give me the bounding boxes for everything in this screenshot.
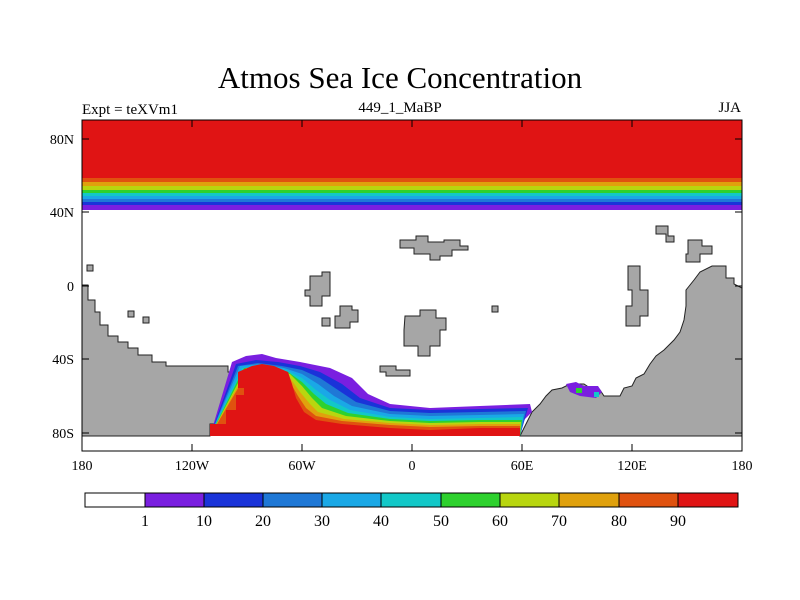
land-island-mid-3 — [403, 309, 447, 357]
ice-band-20 — [82, 199, 742, 202]
axis-ticks — [81, 120, 743, 451]
x-tick-label: 120E — [617, 459, 647, 474]
antarctic-ice-patch-east — [566, 382, 602, 398]
antarctic-ice-patch-east-cyan — [594, 392, 599, 397]
land-island-mid-4 — [321, 317, 331, 327]
land-island-mid-2 — [334, 305, 359, 329]
land-island-w3 — [142, 316, 150, 324]
colorbar-segment-10 — [203, 492, 264, 508]
ice-band-50 — [82, 190, 742, 193]
land-island-north-2 — [655, 225, 675, 243]
land-island-south-1 — [379, 365, 411, 377]
ice-band-80 — [82, 178, 742, 182]
colorbar-label: 20 — [255, 513, 271, 530]
x-tick-label: 180 — [72, 459, 93, 474]
colorbar-segment-80 — [618, 492, 679, 508]
y-tick-label: 0 — [67, 280, 74, 295]
colorbar-label: 80 — [611, 513, 627, 530]
y-tick-label: 80N — [50, 133, 74, 148]
colorbar-segment-1 — [144, 492, 205, 508]
colorbar-label: 60 — [492, 513, 508, 530]
antarctic-ice-band-90 — [210, 364, 520, 436]
land-island-w2 — [127, 310, 135, 318]
colorbar-label: 90 — [670, 513, 686, 530]
land-island-mid-1 — [304, 271, 331, 307]
period-label: 449_1_MaBP — [358, 100, 442, 116]
colorbar-segment-50 — [440, 492, 501, 508]
ice-band-10 — [82, 202, 742, 205]
x-tick-label: 60W — [288, 459, 316, 474]
ice-band-90 — [82, 120, 742, 178]
x-tick-label: 0 — [409, 459, 416, 474]
colorbar-label: 40 — [373, 513, 389, 530]
antarctic-ice-patch-east-green — [576, 388, 582, 393]
experiment-label: Expt = teXVm1 — [82, 102, 178, 118]
y-axis-labels: 80N 40N 0 40S 80S — [50, 133, 74, 442]
colorbar-segment-0 — [84, 492, 146, 508]
colorbar-segment-60 — [499, 492, 560, 508]
ice-band-70 — [82, 182, 742, 186]
ice-band-60 — [82, 186, 742, 190]
colorbar-label: 10 — [196, 513, 212, 530]
land-island-north-3 — [685, 239, 713, 263]
y-tick-label: 80S — [52, 427, 74, 442]
colorbar: 1 10 20 30 40 50 60 70 80 90 — [84, 492, 739, 530]
colorbar-segment-90 — [677, 492, 739, 508]
colorbar-label: 1 — [141, 513, 149, 530]
colorbar-label: 30 — [314, 513, 330, 530]
y-tick-label: 40N — [50, 206, 74, 221]
colorbar-segment-40 — [380, 492, 442, 508]
colorbar-segment-30 — [321, 492, 382, 508]
colorbar-segment-70 — [558, 492, 620, 508]
land-island-north-1 — [399, 235, 469, 261]
ice-band-40 — [82, 193, 742, 196]
season-label: JJA — [718, 100, 741, 116]
ice-band-1 — [82, 205, 742, 210]
colorbar-segment-20 — [262, 492, 323, 508]
arctic-ice-bands — [82, 120, 742, 210]
x-tick-label: 60E — [511, 459, 534, 474]
land-island-e1 — [491, 305, 499, 313]
land-island-e2 — [625, 265, 649, 327]
x-axis-labels: 180 120W 60W 0 60E 120E 180 — [72, 459, 753, 474]
colorbar-label: 50 — [433, 513, 449, 530]
antarctic-ice — [210, 354, 602, 436]
x-tick-label: 120W — [175, 459, 210, 474]
land-island-w1 — [86, 264, 94, 272]
y-tick-label: 40S — [52, 353, 74, 368]
colorbar-label: 70 — [551, 513, 567, 530]
plot-title: Atmos Sea Ice Concentration — [217, 60, 583, 95]
x-tick-label: 180 — [732, 459, 753, 474]
ice-band-30 — [82, 196, 742, 199]
